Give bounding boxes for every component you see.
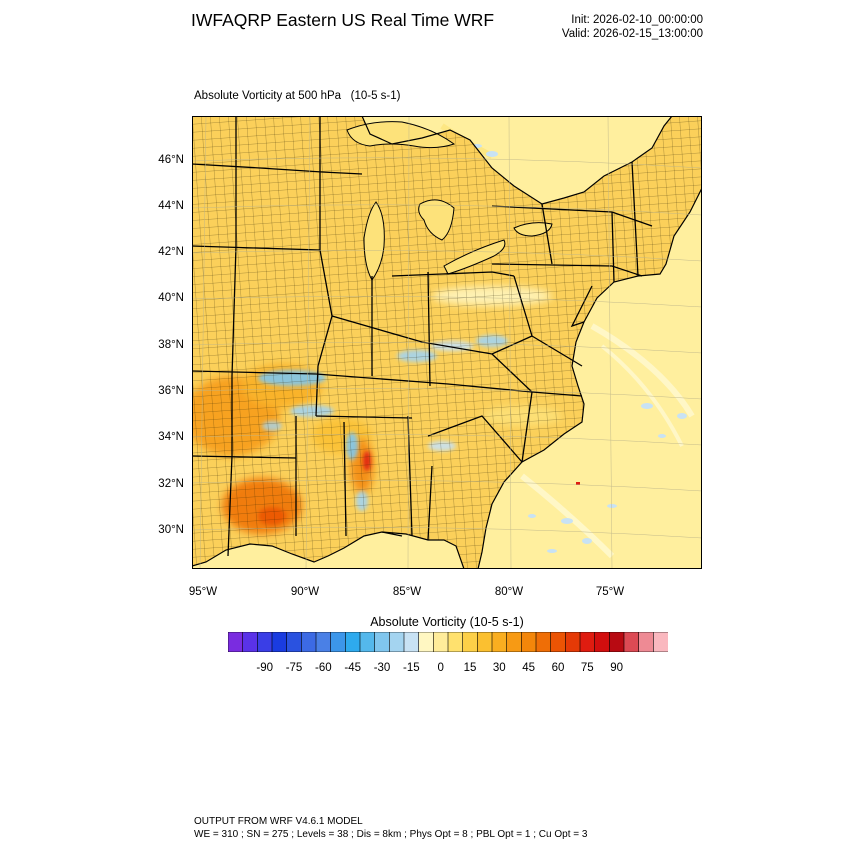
colorbar (228, 632, 668, 652)
map-panel[interactable] (192, 116, 702, 569)
colorbar-tick-label: 90 (610, 662, 624, 674)
valid-time: Valid: 2026-02-15_13:00:00 (561, 28, 703, 40)
lat-label-46: 46°N (158, 154, 184, 166)
colorbar-swatch (462, 632, 478, 652)
colorbar-tick-label: -90 (256, 662, 273, 674)
lake-michigan (363, 201, 385, 281)
colorbar-swatch (389, 632, 405, 652)
colorbar-swatch (330, 632, 346, 652)
ocean-swirls (440, 123, 695, 559)
lat-label-44: 44°N (158, 200, 184, 212)
lake-superior (346, 121, 456, 149)
lon-label-90: 90°W (290, 586, 320, 598)
init-time: Init: 2026-02-10_00:00:00 (571, 14, 703, 26)
colorbar-swatch (579, 632, 596, 652)
lon-label-85: 85°W (392, 586, 422, 598)
colorbar-swatch (345, 632, 361, 652)
lon-label-80: 80°W (494, 586, 524, 598)
colorbar-tick-label: -60 (314, 662, 332, 674)
colorbar-swatch (257, 632, 273, 652)
lat-label-40: 40°N (158, 292, 184, 304)
colorbar-tick-label: -30 (373, 662, 391, 674)
colorbar-swatch (228, 632, 244, 652)
colorbar-tick-label: -15 (402, 662, 420, 674)
colorbar-tick-label: -75 (285, 662, 303, 674)
ocean-negative-cells (472, 144, 687, 553)
colorbar-swatch (565, 632, 581, 652)
great-lakes (346, 121, 553, 281)
coastline (192, 116, 702, 569)
colorbar-swatch (242, 632, 258, 652)
lat-label-32: 32°N (158, 478, 184, 490)
lat-label-30: 30°N (158, 524, 184, 536)
lake-huron (418, 199, 455, 241)
colorbar-tick-label: 30 (492, 662, 506, 674)
lat-label-38: 38°N (158, 339, 184, 351)
colorbar-swatch (623, 632, 640, 652)
lake-erie (443, 239, 506, 275)
colorbar-swatch (506, 632, 522, 652)
lake-ontario (513, 222, 553, 237)
page-title: IWFAQRP Eastern US Real Time WRF (191, 10, 495, 30)
graticule (192, 116, 702, 569)
colorbar-swatch (521, 632, 537, 652)
colorbar-tick-label: 60 (551, 662, 565, 674)
colorbar-tick-label: 15 (463, 662, 477, 674)
colorbar-swatch (653, 632, 668, 652)
colorbar-swatch (447, 632, 464, 652)
colorbar-swatch (609, 632, 625, 652)
lon-label-75: 75°W (595, 586, 625, 598)
time-info: Init: 2026-02-10_00:00:00 Valid: 2026-02… (540, 13, 703, 41)
colorbar-swatch (638, 632, 654, 652)
colorbar-tick-label: 0 (437, 662, 444, 674)
footer-line-1: OUTPUT FROM WRF V4.6.1 MODEL (194, 816, 363, 827)
colorbar-swatch (403, 632, 420, 652)
lat-label-34: 34°N (158, 431, 184, 443)
map-border (192, 116, 702, 569)
colorbar-swatch (491, 632, 508, 652)
colorbar-swatch (433, 632, 449, 652)
model-footer: OUTPUT FROM WRF V4.6.1 MODEL WE = 310 ; … (194, 816, 587, 841)
colorbar-tick-label: 75 (580, 662, 594, 674)
colorbar-swatch (301, 632, 317, 652)
state-boundaries (192, 116, 653, 566)
colorbar-swatch (271, 632, 288, 652)
colorbar-swatch (418, 632, 434, 652)
colorbar-swatch (359, 632, 376, 652)
footer-line-2: WE = 310 ; SN = 275 ; Levels = 38 ; Dis … (194, 828, 588, 840)
colorbar-swatch (535, 632, 552, 652)
colorbar-title: Absolute Vorticity (10-5 s-1) (370, 615, 524, 629)
colorbar-swatch (374, 632, 390, 652)
colorbar-swatch (315, 632, 332, 652)
ocean-positive-cell (576, 482, 580, 485)
colorbar-tick-label: -45 (344, 662, 361, 674)
lon-label-95: 95°W (188, 586, 218, 598)
colorbar-swatch (477, 632, 493, 652)
field-title: Absolute Vorticity at 500 hPa (10-5 s-1) (194, 90, 401, 102)
lat-label-36: 36°N (158, 385, 184, 397)
vorticity-map (192, 116, 702, 569)
colorbar-swatch (594, 632, 610, 652)
colorbar-swatch (550, 632, 566, 652)
lat-label-42: 42°N (158, 246, 184, 258)
colorbar-swatch (286, 632, 302, 652)
colorbar-tick-label: 45 (522, 662, 536, 674)
